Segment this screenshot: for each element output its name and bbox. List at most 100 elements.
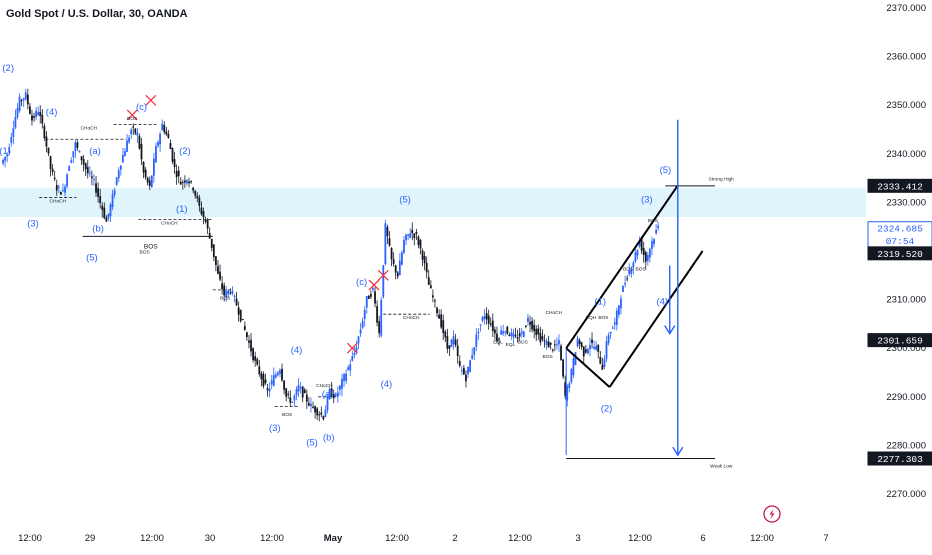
invalidation-cross-icon — [368, 279, 380, 291]
candle-body — [653, 239, 655, 245]
candle-body — [390, 247, 393, 260]
price-tag-value: 2333.412 — [877, 181, 923, 192]
candle-body — [53, 177, 56, 180]
candle-body — [126, 140, 128, 152]
candle-body — [173, 159, 176, 168]
candle-body — [506, 326, 509, 334]
candle-body — [47, 147, 50, 154]
candle-body — [171, 148, 174, 162]
wave-label: (5) — [306, 437, 318, 448]
candle-body — [537, 328, 540, 335]
candle-body — [279, 370, 281, 374]
candle-body — [396, 272, 399, 277]
candle-body — [448, 345, 451, 349]
candle-body — [4, 156, 6, 161]
candle-body — [165, 131, 168, 135]
candle-body — [429, 285, 432, 289]
candle-body — [347, 367, 350, 370]
candle-body — [556, 344, 558, 346]
candle-body — [504, 331, 507, 333]
candle-body — [29, 106, 31, 114]
candle-body — [549, 342, 552, 345]
candle-body — [345, 373, 347, 382]
candle-body — [498, 338, 500, 340]
candle-body — [241, 319, 244, 321]
candle-body — [520, 331, 523, 334]
candle-body — [442, 320, 445, 334]
candle-body — [649, 248, 651, 258]
candle-body — [287, 394, 290, 396]
price-tag — [867, 221, 932, 249]
structure-label: BOS — [282, 412, 292, 418]
candle-body — [14, 116, 17, 128]
candle-body — [84, 163, 87, 169]
candle-body — [33, 116, 35, 118]
candle-body — [409, 233, 412, 238]
wave-label: (b) — [92, 224, 104, 235]
structure-label: BOS — [518, 339, 528, 345]
candle-body — [49, 156, 52, 169]
candle-body — [467, 366, 469, 375]
candle-body — [159, 133, 161, 145]
candle-body — [219, 271, 221, 280]
wave-label: (4) — [291, 345, 303, 356]
candle-body — [427, 277, 430, 285]
x-axis-tick-label: 12:00 — [18, 533, 42, 544]
candle-body — [130, 129, 133, 135]
candle-body — [471, 355, 474, 359]
candle-body — [41, 114, 44, 124]
candle-body — [320, 412, 323, 415]
candle-body — [316, 408, 319, 416]
wave-label: (2) — [601, 403, 613, 414]
candle-body — [483, 316, 486, 319]
candle-body — [566, 386, 569, 401]
candle-body — [119, 165, 122, 170]
candle-body — [266, 388, 269, 391]
projection-arrow-head — [664, 325, 676, 335]
y-axis-tick-label: 2280.000 — [886, 440, 926, 451]
candle-body — [564, 382, 567, 396]
candle-body — [630, 269, 633, 274]
bolt-icon — [769, 509, 775, 519]
candle-body — [55, 185, 58, 191]
candle-body — [177, 170, 180, 177]
candle-body — [541, 336, 544, 340]
candle-body — [551, 349, 554, 351]
candle-body — [646, 255, 649, 261]
candle-body — [274, 374, 277, 378]
structure-label: CHoCH — [50, 198, 67, 204]
candle-body — [221, 283, 223, 290]
candle-body — [132, 126, 135, 128]
candle-body — [622, 285, 624, 292]
structure-label: BOS — [623, 266, 633, 272]
candle-body — [560, 345, 562, 361]
candle-body — [417, 236, 420, 245]
candle-body — [31, 115, 33, 121]
candle-body — [425, 262, 428, 273]
candle-body — [636, 250, 639, 256]
candle-body — [518, 333, 521, 337]
candle-body — [351, 356, 354, 361]
structure-label: CHoCH — [403, 315, 420, 321]
candle-body — [206, 219, 209, 229]
candle-body — [186, 180, 188, 184]
candle-body — [26, 94, 29, 105]
y-axis-tick-label: 2340.000 — [886, 149, 926, 160]
candle-body — [613, 322, 616, 325]
candle-body — [339, 385, 341, 390]
candle-body — [24, 92, 27, 100]
candle-body — [250, 339, 252, 352]
x-axis-tick-label: May — [324, 533, 343, 544]
candle-body — [62, 190, 64, 192]
candle-body — [181, 181, 184, 183]
structure-label: BOS — [648, 218, 658, 224]
candle-body — [111, 194, 114, 208]
candle-body — [547, 341, 550, 348]
x-axis-tick-label: 12:00 — [140, 533, 164, 544]
candle-body — [99, 195, 102, 203]
candle-body — [6, 154, 9, 157]
candle-body — [264, 379, 267, 384]
candle-body — [8, 147, 11, 153]
